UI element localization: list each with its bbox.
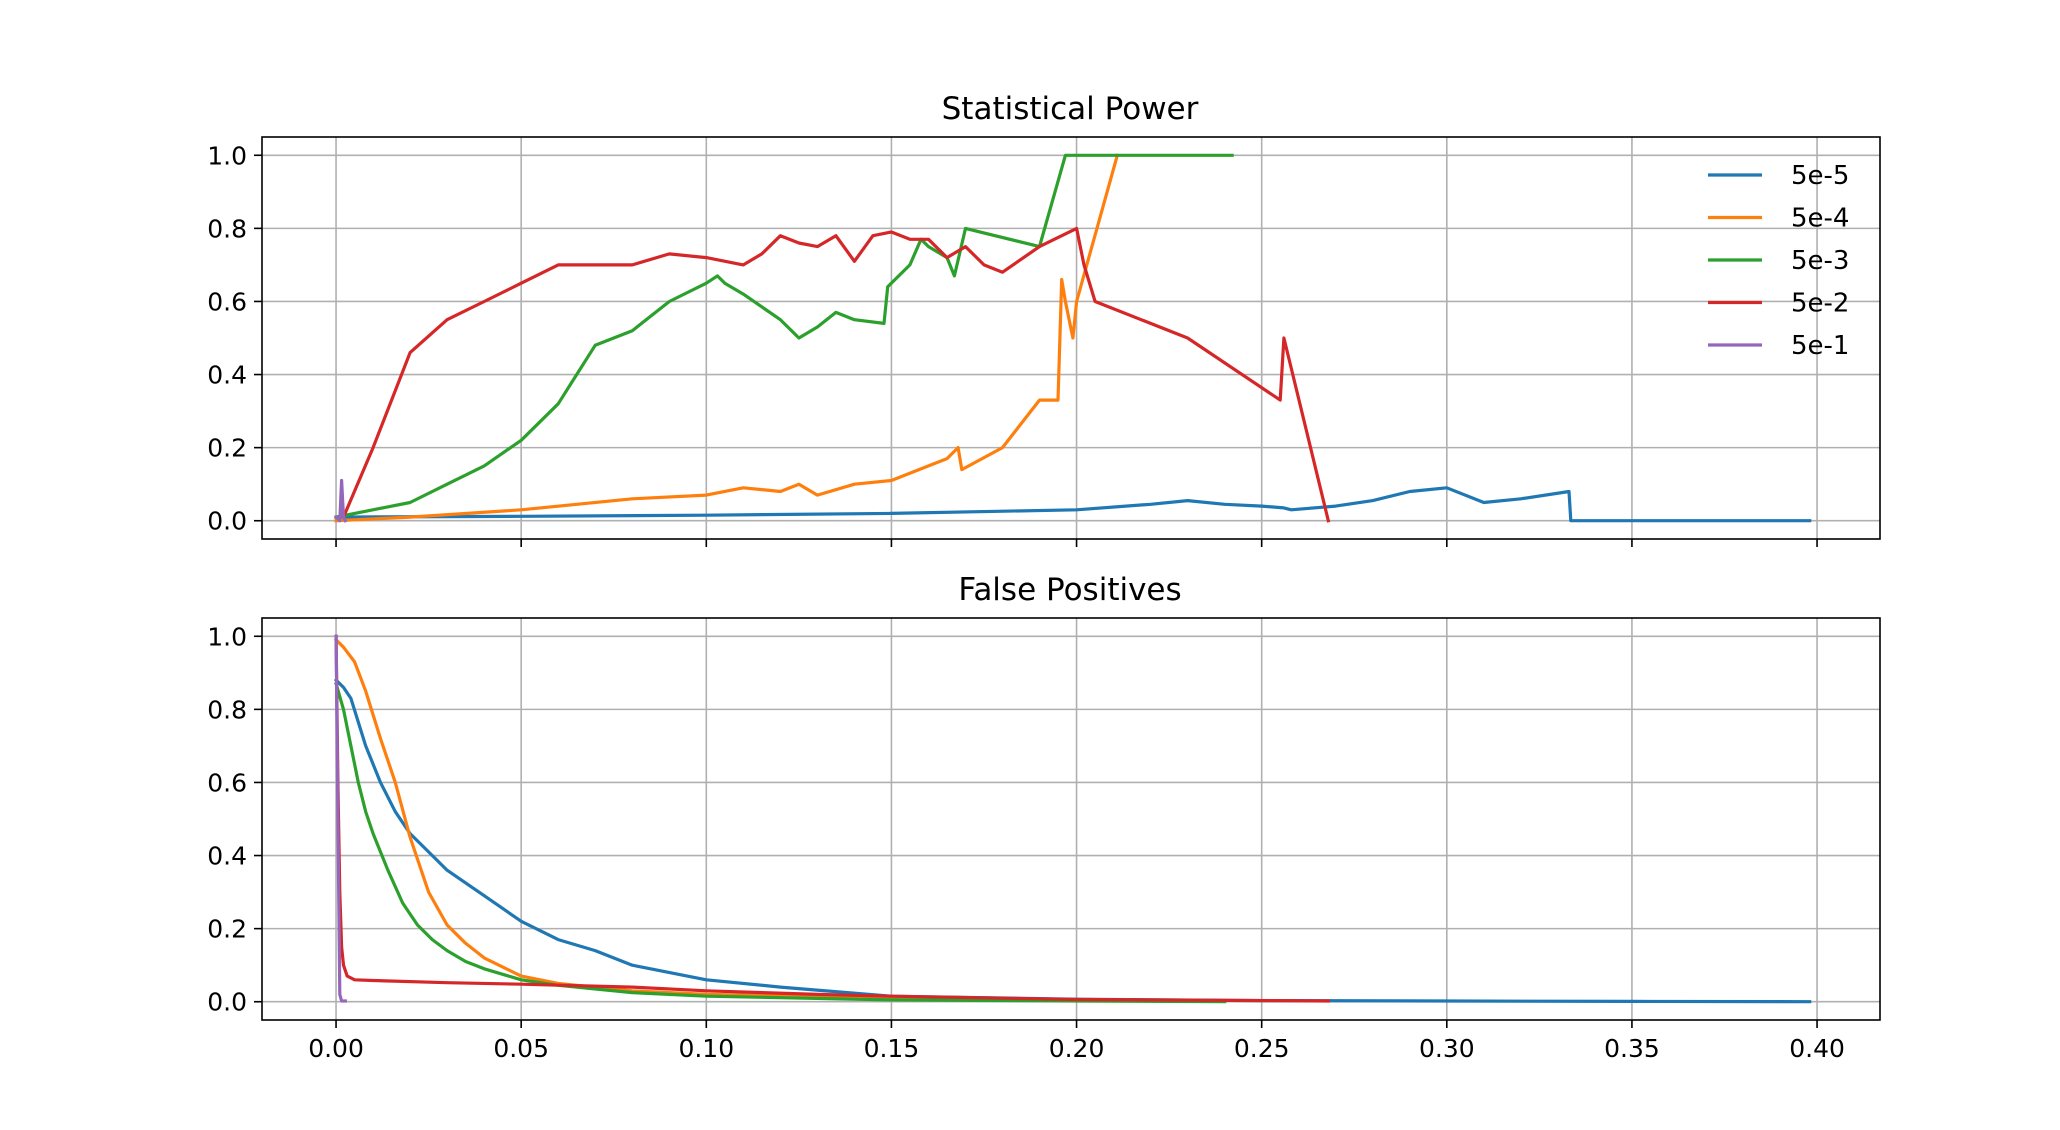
false-positives-series-5e-4 <box>333 637 1079 1002</box>
false-positives-xtick-label: 0.40 <box>1789 1034 1845 1063</box>
false-positives-ytick-label: 0.0 <box>207 988 247 1017</box>
false-positives-ytick-label: 0.8 <box>207 695 247 724</box>
false-positives-axes: False Positives 0.00 0.05 0.10 0.15 0.20 0.25… <box>207 572 1881 1063</box>
statistical-power-frame <box>261 136 1881 540</box>
false-positives-xtick-label: 0.10 <box>678 1034 734 1063</box>
false-positives-ytick-label: 0.4 <box>207 842 247 871</box>
false-positives-ytick-label: 0.2 <box>207 915 247 944</box>
statistical-power-ytick-label: 0.4 <box>207 361 247 390</box>
false-positives-xtick-label: 0.00 <box>308 1034 364 1063</box>
statistical-power-series-5e-2 <box>341 226 1331 523</box>
false-positives-ytick-label: 0.6 <box>207 768 247 797</box>
false-positives-frame <box>261 617 1881 1021</box>
statistical-power-series-5e-1 <box>333 478 348 523</box>
false-positives-xtick-label: 0.20 <box>1049 1034 1105 1063</box>
statistical-power-ytick-label: 0.8 <box>207 214 247 243</box>
legend-label-5e-2: 5e-2 <box>1791 289 1849 319</box>
false-positives-xtick-label: 0.15 <box>864 1034 920 1063</box>
false-positives-ticks: 0.00 0.05 0.10 0.15 0.20 0.25 0.30 0.35 0.40 0.0 0… <box>207 622 1845 1063</box>
false-positives-series-5e-1 <box>334 634 347 1003</box>
legend-label-5e-5: 5e-5 <box>1791 161 1849 191</box>
false-positives-xtick-label: 0.05 <box>493 1034 549 1063</box>
false-positives-series-5e-3 <box>334 681 1227 1004</box>
legend-label-5e-1: 5e-1 <box>1791 331 1849 361</box>
false-positives-series <box>333 634 1812 1004</box>
false-positives-series-5e-2 <box>334 634 1330 1003</box>
statistical-power-axes: Statistical Power 0.0 0.2 0.4 0.6 0.8 1.0 5e-… <box>207 91 1881 547</box>
false-positives-xtick-label: 0.35 <box>1604 1034 1660 1063</box>
statistical-power-ytick-label: 0.2 <box>207 434 247 463</box>
statistical-power-series-5e-3 <box>334 153 1234 519</box>
legend: 5e-5 5e-4 5e-3 5e-2 5e-1 <box>1708 161 1849 361</box>
false-positives-xtick-label: 0.25 <box>1234 1034 1290 1063</box>
statistical-power-title: Statistical Power <box>942 91 1199 127</box>
statistical-power-ytick-label: 1.0 <box>207 141 247 170</box>
legend-label-5e-3: 5e-3 <box>1791 246 1849 276</box>
statistical-power-ytick-label: 0.6 <box>207 287 247 316</box>
false-positives-title: False Positives <box>958 572 1181 608</box>
legend-label-5e-4: 5e-4 <box>1791 204 1849 234</box>
false-positives-ytick-label: 1.0 <box>207 622 247 651</box>
statistical-power-series-5e-5 <box>334 486 1812 523</box>
statistical-power-ticks: 0.0 0.2 0.4 0.6 0.8 1.0 <box>207 141 1818 547</box>
statistical-power-ytick-label: 0.0 <box>207 507 247 536</box>
false-positives-xtick-label: 0.30 <box>1419 1034 1475 1063</box>
statistical-power-series-5e-4 <box>334 153 1120 523</box>
statistical-power-series <box>333 153 1812 523</box>
